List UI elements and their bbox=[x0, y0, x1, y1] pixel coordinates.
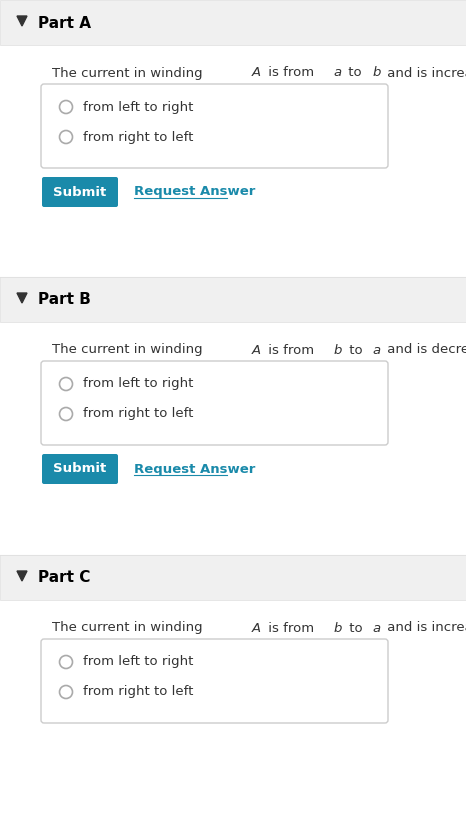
FancyBboxPatch shape bbox=[42, 177, 118, 207]
Circle shape bbox=[60, 131, 73, 144]
Text: A: A bbox=[252, 344, 261, 357]
Text: from right to left: from right to left bbox=[83, 686, 193, 699]
FancyBboxPatch shape bbox=[41, 361, 388, 445]
Text: A: A bbox=[252, 621, 261, 634]
Text: is from: is from bbox=[264, 344, 318, 357]
Polygon shape bbox=[17, 16, 27, 26]
Text: b: b bbox=[372, 67, 381, 79]
FancyBboxPatch shape bbox=[41, 84, 388, 168]
Text: and is increasing.: and is increasing. bbox=[384, 621, 466, 634]
Text: to: to bbox=[344, 344, 366, 357]
Polygon shape bbox=[17, 571, 27, 581]
Text: a: a bbox=[334, 67, 342, 79]
FancyBboxPatch shape bbox=[0, 555, 466, 600]
Text: Submit: Submit bbox=[54, 186, 107, 198]
Circle shape bbox=[60, 686, 73, 699]
Text: from right to left: from right to left bbox=[83, 131, 193, 144]
Circle shape bbox=[60, 101, 73, 113]
Text: from left to right: from left to right bbox=[83, 656, 193, 668]
Text: and is decreasing.: and is decreasing. bbox=[384, 344, 466, 357]
Text: Submit: Submit bbox=[54, 463, 107, 476]
Text: b: b bbox=[334, 621, 342, 634]
Text: a: a bbox=[373, 621, 381, 634]
Text: Request Answer: Request Answer bbox=[134, 186, 255, 198]
FancyBboxPatch shape bbox=[41, 639, 388, 723]
Circle shape bbox=[60, 407, 73, 420]
Text: Part B: Part B bbox=[38, 292, 91, 307]
FancyBboxPatch shape bbox=[0, 277, 466, 322]
Text: from left to right: from left to right bbox=[83, 101, 193, 113]
FancyBboxPatch shape bbox=[42, 454, 118, 484]
Circle shape bbox=[60, 377, 73, 391]
Text: and is increasing.: and is increasing. bbox=[384, 67, 466, 79]
Text: b: b bbox=[334, 344, 342, 357]
Circle shape bbox=[60, 656, 73, 668]
Text: The current in winding: The current in winding bbox=[52, 67, 207, 79]
Text: is from: is from bbox=[264, 621, 318, 634]
Text: from left to right: from left to right bbox=[83, 377, 193, 391]
Text: Part A: Part A bbox=[38, 16, 91, 31]
Text: Request Answer: Request Answer bbox=[134, 463, 255, 476]
Polygon shape bbox=[17, 293, 27, 303]
Text: is from: is from bbox=[264, 67, 318, 79]
Text: Part C: Part C bbox=[38, 571, 90, 586]
Text: The current in winding: The current in winding bbox=[52, 621, 207, 634]
Text: a: a bbox=[373, 344, 381, 357]
FancyBboxPatch shape bbox=[0, 0, 466, 45]
Text: A: A bbox=[252, 67, 261, 79]
Text: to: to bbox=[344, 621, 366, 634]
Text: to: to bbox=[344, 67, 366, 79]
Text: The current in winding: The current in winding bbox=[52, 344, 207, 357]
Text: from right to left: from right to left bbox=[83, 407, 193, 420]
